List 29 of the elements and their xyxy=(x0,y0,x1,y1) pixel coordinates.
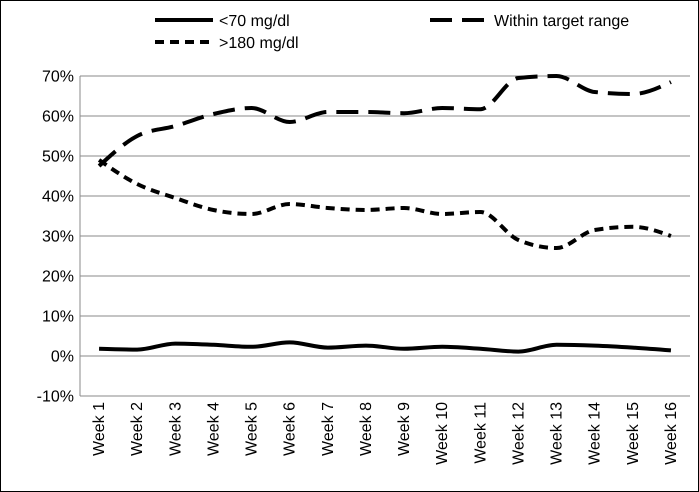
x-tick-label: Week 8 xyxy=(358,402,375,456)
line-series xyxy=(97,340,673,354)
legend-label: Within target range xyxy=(494,13,630,30)
legend-label: <70 mg/dl xyxy=(219,13,290,30)
y-tick-label: 40% xyxy=(42,188,74,206)
x-tick-label: Week 11 xyxy=(472,402,490,464)
x-tick-label: Week 15 xyxy=(624,402,642,465)
y-tick-label: 60% xyxy=(42,108,74,126)
x-tick-label: Week 10 xyxy=(434,402,452,465)
x-tick-label: Week 12 xyxy=(510,402,528,465)
y-tick-label: 70% xyxy=(42,68,74,86)
y-tick-label: 0% xyxy=(50,348,74,366)
y-tick-label: 10% xyxy=(42,308,74,326)
x-tick-label: Week 2 xyxy=(129,402,146,456)
y-tick-label: 50% xyxy=(42,148,74,166)
x-tick-label: Week 16 xyxy=(662,402,680,465)
y-tick-label: -10% xyxy=(36,388,74,406)
x-tick-label: Week 14 xyxy=(586,402,604,465)
y-tick-label: 20% xyxy=(42,268,74,286)
x-tick-label: Week 5 xyxy=(244,402,261,456)
x-tick-label: Week 9 xyxy=(396,402,414,456)
x-tick-label: Week 3 xyxy=(167,402,184,456)
x-tick-label: Week 7 xyxy=(320,402,337,456)
x-tick-label: Week 4 xyxy=(205,402,222,456)
x-tick-label: Week 13 xyxy=(548,402,566,465)
x-tick-label: Week 1 xyxy=(91,402,108,456)
x-tick-label: Week 6 xyxy=(282,402,299,456)
y-tick-label: 30% xyxy=(42,228,74,246)
legend-label: >180 mg/dl xyxy=(219,35,299,52)
